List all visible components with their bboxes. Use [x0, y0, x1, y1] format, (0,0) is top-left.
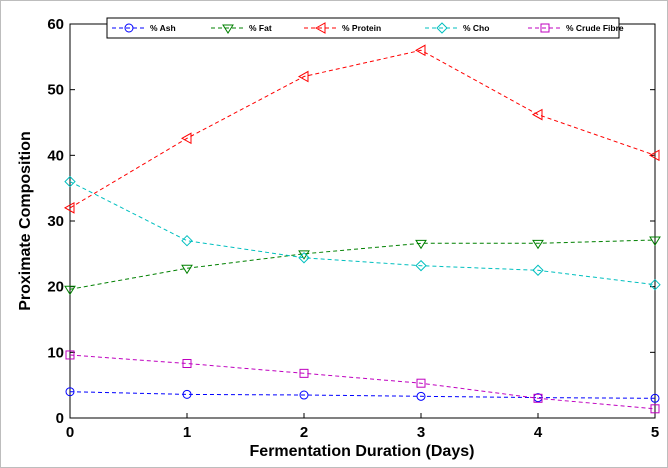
data-point [65, 387, 75, 397]
y-tick-label: 30 [47, 213, 64, 230]
legend-marker [314, 22, 326, 34]
legend-label: % Fat [249, 23, 272, 33]
data-point [531, 108, 543, 121]
data-point [65, 350, 75, 360]
x-tick-label: 3 [417, 424, 425, 441]
data-point [415, 259, 427, 272]
data-point [299, 390, 309, 400]
data-point [64, 285, 76, 296]
x-tick-label: 2 [300, 424, 308, 441]
data-point [181, 234, 193, 247]
legend-item: % Crude Fibre [528, 23, 624, 33]
y-tick-label: 60 [47, 16, 64, 33]
data-point [532, 239, 544, 250]
data-point [298, 252, 310, 264]
plot-area [69, 23, 656, 419]
legend-item: % Fat [211, 23, 272, 34]
legend-label: % Crude Fibre [566, 23, 624, 33]
legend-item: % Protein [304, 22, 381, 34]
legend-marker [540, 23, 550, 33]
data-point [63, 202, 75, 214]
data-point [297, 70, 309, 83]
data-point [182, 358, 192, 368]
x-tick-label: 1 [183, 424, 191, 441]
series-protein [63, 44, 660, 214]
x-tick-label: 4 [534, 424, 543, 441]
data-point [416, 391, 426, 401]
series-ash [65, 387, 660, 403]
data-point [649, 236, 661, 246]
data-point [299, 368, 309, 378]
x-tick-label: 0 [66, 424, 74, 441]
data-point [650, 404, 660, 414]
y-tick-label: 50 [47, 82, 64, 99]
legend-item: % Ash [112, 23, 176, 33]
y-tick-label: 20 [47, 279, 64, 296]
series-fat [64, 236, 661, 296]
series-line [69, 49, 656, 209]
x-axis-label: Fermentation Duration (Days) [250, 443, 475, 460]
legend-marker [436, 22, 448, 34]
legend-marker [124, 23, 134, 33]
data-point [414, 44, 426, 57]
data-point [415, 239, 427, 250]
legend-label: % Ash [150, 23, 176, 33]
legend-marker [222, 24, 234, 34]
legend: % Ash % Fat % Protein % Cho % Crude Fibre [106, 17, 624, 39]
legend-item: % Cho [425, 22, 489, 34]
legend-label: % Cho [463, 23, 489, 33]
series-layer [63, 44, 661, 414]
data-point [416, 378, 426, 388]
series-crude-fibre [65, 350, 660, 414]
data-point [180, 132, 192, 145]
data-point [532, 264, 544, 276]
data-point [648, 149, 660, 162]
legend-box [106, 17, 620, 39]
legend-label: % Protein [342, 23, 381, 33]
data-point [64, 175, 76, 188]
data-point [182, 389, 192, 399]
data-point [181, 264, 193, 275]
y-tick-label: 10 [47, 344, 64, 361]
data-point [533, 393, 543, 403]
x-tick-label: 5 [651, 424, 659, 441]
series-cho [64, 175, 661, 291]
y-tick-label: 40 [47, 147, 64, 164]
y-axis-label: Proximate Composition [17, 131, 34, 311]
data-point [649, 278, 661, 291]
data-point [650, 393, 660, 403]
series-line [69, 239, 656, 290]
y-tick-label: 0 [56, 410, 64, 427]
